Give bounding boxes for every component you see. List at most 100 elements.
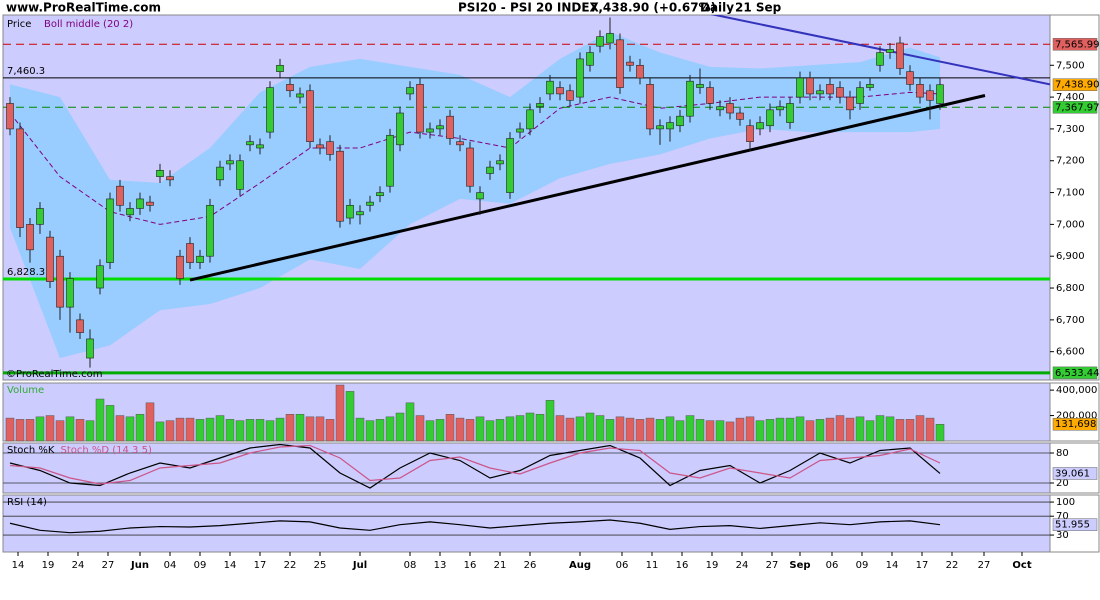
y-tick-label: 6,800 — [1056, 283, 1085, 294]
candle-body — [836, 87, 844, 98]
volume-bar — [195, 419, 205, 442]
panel — [2, 442, 1051, 494]
legend-entry: Boll middle (20 2) — [44, 19, 133, 30]
volume-bar — [835, 415, 845, 442]
x-tick-label: 16 — [676, 560, 689, 571]
x-tick-label: 24 — [736, 560, 749, 571]
volume-bar — [335, 384, 345, 442]
watermark: ©ProRealTime.com — [6, 369, 102, 380]
x-tick-label: 22 — [946, 560, 959, 571]
volume-bar — [45, 415, 55, 442]
legend-entry: RSI (14) — [7, 497, 47, 508]
x-tick-label: 21 — [494, 560, 507, 571]
volume-bar — [515, 415, 525, 442]
volume-bar — [845, 417, 855, 442]
volume-bar — [665, 416, 675, 442]
candle-body — [616, 39, 624, 88]
y-tick-label: 400,000 — [1056, 385, 1097, 396]
volume-bar — [755, 420, 765, 442]
volume-bar — [585, 412, 595, 442]
legend-entry: Stoch %K — [7, 445, 55, 456]
y-tick-label: 70 — [1056, 511, 1069, 522]
candle-body — [16, 128, 24, 228]
candle-body — [386, 134, 394, 187]
candle-body — [556, 87, 564, 95]
volume-bar — [925, 417, 935, 442]
candle-body — [666, 122, 674, 130]
volume-bar — [695, 419, 705, 442]
x-tick-label: Jul — [352, 560, 367, 571]
volume-bar — [365, 420, 375, 442]
volume-bar — [655, 419, 665, 442]
candle-body — [396, 112, 404, 146]
volume-bar — [885, 416, 895, 442]
candle-body — [136, 198, 144, 209]
bollinger-band — [10, 31, 940, 359]
volume-bar — [725, 421, 735, 442]
x-tick-label: 27 — [102, 560, 115, 571]
candle-body — [366, 201, 374, 206]
volume-bar — [545, 400, 555, 442]
y-tick-label: 6,900 — [1056, 251, 1085, 262]
date: 21 Sep — [735, 1, 782, 15]
candle-body — [676, 115, 684, 127]
volume-bar — [645, 417, 655, 442]
candle-body — [226, 160, 234, 165]
candle-body — [566, 90, 574, 101]
candle-body — [346, 204, 354, 219]
candle-body — [466, 147, 474, 187]
x-tick-label: 17 — [254, 560, 267, 571]
volume-bar — [325, 419, 335, 442]
volume-bar — [85, 420, 95, 442]
indicator-line — [9, 519, 941, 534]
panel — [2, 494, 1051, 553]
y-tick-label: 7,000 — [1056, 219, 1085, 230]
axis-panel — [1049, 382, 1100, 442]
volume-bar — [205, 417, 215, 442]
candle-body — [376, 192, 384, 197]
x-tick-label: Jun — [130, 560, 149, 571]
volume-bar — [395, 412, 405, 442]
volume-bar — [495, 419, 505, 442]
x-tick-label: 16 — [464, 560, 477, 571]
candle-body — [796, 77, 804, 98]
volume-bar — [245, 419, 255, 442]
legend-entry: Price — [7, 19, 31, 30]
volume-bar — [65, 416, 75, 442]
price-tag — [1052, 518, 1098, 531]
candle-body — [896, 42, 904, 69]
volume-bar — [35, 416, 45, 442]
volume-bar — [375, 419, 385, 442]
volume-bar — [255, 419, 265, 442]
y-tick-label: 6,600 — [1056, 347, 1085, 358]
candle-body — [146, 201, 154, 206]
volume-bar — [95, 398, 105, 442]
volume-bar — [115, 415, 125, 442]
volume-bar — [915, 415, 925, 442]
candle-body — [426, 128, 434, 133]
volume-bar — [145, 402, 155, 442]
trend-line — [189, 94, 986, 282]
candle-body — [76, 319, 84, 333]
y-tick-label: 7,200 — [1056, 156, 1085, 167]
price-tag-label: 131,698 — [1055, 419, 1096, 430]
candle-body — [446, 115, 454, 139]
x-tick-label: 19 — [706, 560, 719, 571]
candle-body — [706, 87, 714, 104]
candle-body — [626, 61, 634, 66]
x-tick-label: 27 — [978, 560, 991, 571]
candle-body — [406, 87, 414, 95]
candle-body — [496, 160, 504, 165]
volume-bar — [535, 414, 545, 442]
candle-body — [456, 141, 464, 146]
candle-body — [926, 90, 934, 101]
x-tick-label: 25 — [314, 560, 327, 571]
candle-body — [546, 80, 554, 95]
volume-bar — [775, 417, 785, 442]
candle-body — [816, 90, 824, 95]
candle-body — [56, 255, 64, 308]
volume-bar — [705, 420, 715, 442]
candle-body — [196, 255, 204, 263]
volume-bar — [575, 416, 585, 442]
